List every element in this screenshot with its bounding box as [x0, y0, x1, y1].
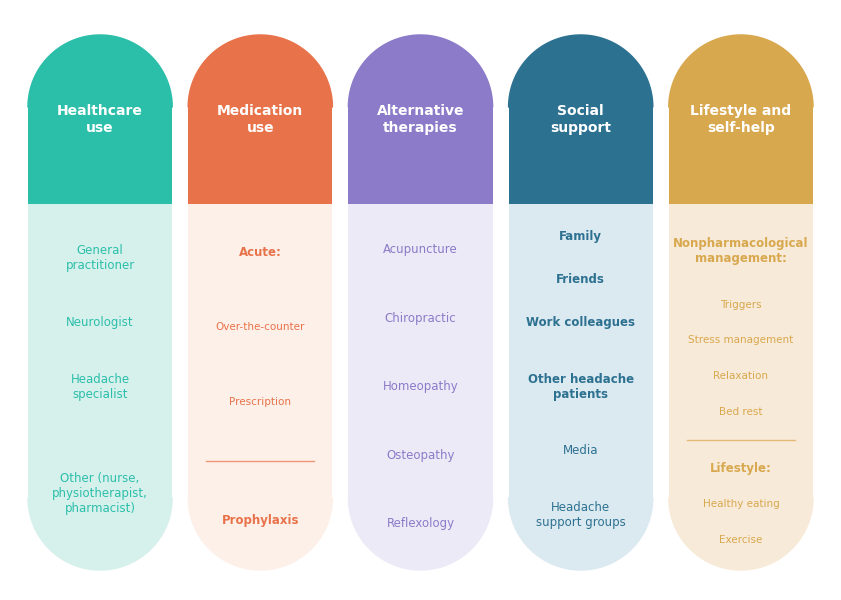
Text: Stress management: Stress management: [688, 335, 794, 346]
Text: General
practitioner: General practitioner: [66, 244, 135, 272]
Text: Neurologist: Neurologist: [66, 316, 134, 329]
Bar: [28, 107, 172, 203]
Text: Headache
support groups: Headache support groups: [536, 501, 626, 529]
Text: Nonpharmacological
management:: Nonpharmacological management:: [673, 237, 809, 265]
Text: Healthcare
use: Healthcare use: [57, 104, 143, 135]
Text: Prophylaxis: Prophylaxis: [221, 514, 299, 527]
Text: Relaxation: Relaxation: [713, 371, 769, 381]
Bar: [348, 107, 493, 203]
Text: Alternative
therapies: Alternative therapies: [377, 104, 464, 135]
Text: Media: Media: [563, 445, 599, 457]
Text: Exercise: Exercise: [719, 535, 763, 545]
Text: Osteopathy: Osteopathy: [386, 449, 455, 462]
Text: Healthy eating: Healthy eating: [702, 499, 780, 509]
Polygon shape: [188, 35, 332, 107]
Polygon shape: [28, 498, 172, 570]
Text: Chiropractic: Chiropractic: [384, 312, 457, 325]
Text: Bed rest: Bed rest: [719, 407, 763, 417]
Polygon shape: [509, 35, 653, 107]
Bar: [348, 107, 493, 498]
Text: Lifestyle:: Lifestyle:: [710, 463, 772, 475]
Bar: [28, 107, 172, 498]
Text: Work colleagues: Work colleagues: [526, 316, 635, 329]
Polygon shape: [348, 35, 493, 107]
Text: Reflexology: Reflexology: [386, 517, 455, 530]
Polygon shape: [188, 35, 332, 107]
Text: Family: Family: [559, 230, 602, 244]
Bar: [669, 107, 813, 498]
Text: Other (nurse,
physiotherapist,
pharmacist): Other (nurse, physiotherapist, pharmacis…: [52, 472, 148, 515]
Text: Triggers: Triggers: [720, 300, 762, 310]
Polygon shape: [28, 35, 172, 107]
Text: Social
support: Social support: [550, 104, 611, 135]
Polygon shape: [669, 35, 813, 107]
Text: Acute:: Acute:: [239, 246, 282, 259]
Bar: [188, 107, 332, 203]
Text: Headache
specialist: Headache specialist: [71, 373, 130, 401]
Text: Lifestyle and
self-help: Lifestyle and self-help: [690, 104, 791, 135]
Text: Homeopathy: Homeopathy: [383, 380, 458, 393]
Polygon shape: [509, 35, 653, 107]
Bar: [188, 107, 332, 498]
Text: Over-the-counter: Over-the-counter: [215, 322, 305, 332]
Polygon shape: [28, 35, 172, 107]
Bar: [669, 107, 813, 203]
Polygon shape: [669, 498, 813, 570]
Polygon shape: [509, 498, 653, 570]
Text: Medication
use: Medication use: [217, 104, 304, 135]
Text: Friends: Friends: [556, 273, 606, 286]
Polygon shape: [348, 35, 493, 107]
Bar: [509, 107, 653, 203]
Bar: [509, 107, 653, 498]
Polygon shape: [348, 498, 493, 570]
Text: Acupuncture: Acupuncture: [383, 243, 458, 256]
Text: Prescription: Prescription: [230, 397, 291, 407]
Text: Other headache
patients: Other headache patients: [527, 373, 634, 401]
Polygon shape: [669, 35, 813, 107]
Polygon shape: [188, 498, 332, 570]
